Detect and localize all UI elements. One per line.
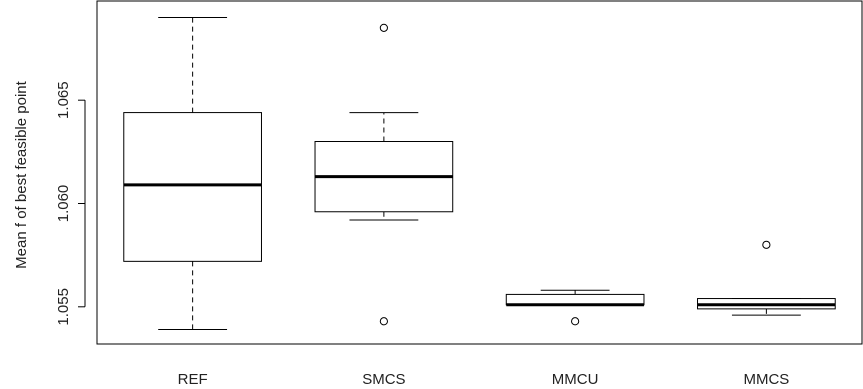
x-category-label: SMCS (362, 371, 405, 388)
y-axis-label: Mean f of best feasible point (13, 80, 30, 268)
box-iqr (505, 293, 645, 306)
boxes (123, 17, 836, 331)
x-category-label: MMCU (552, 371, 599, 388)
y-axis: 1.055 1.060 1.065 (55, 81, 86, 326)
box-mmcs (697, 240, 836, 316)
outlier-point (571, 317, 580, 326)
outlier-point (379, 317, 388, 326)
box-mmcu (505, 289, 645, 326)
x-category-label: MMCS (743, 371, 789, 388)
x-axis-labels: REF SMCS MMCU MMCS (178, 371, 790, 388)
plot-frame (96, 0, 863, 345)
y-tick-label: 1.055 (55, 288, 72, 326)
y-tick-label: 1.060 (55, 185, 72, 223)
outlier-point (379, 23, 388, 32)
box-iqr (123, 112, 262, 262)
y-tick-label: 1.065 (55, 81, 72, 119)
outlier-point (762, 240, 771, 249)
box-smcs (314, 23, 454, 326)
x-category-label: REF (178, 371, 208, 388)
box-ref (123, 17, 262, 331)
